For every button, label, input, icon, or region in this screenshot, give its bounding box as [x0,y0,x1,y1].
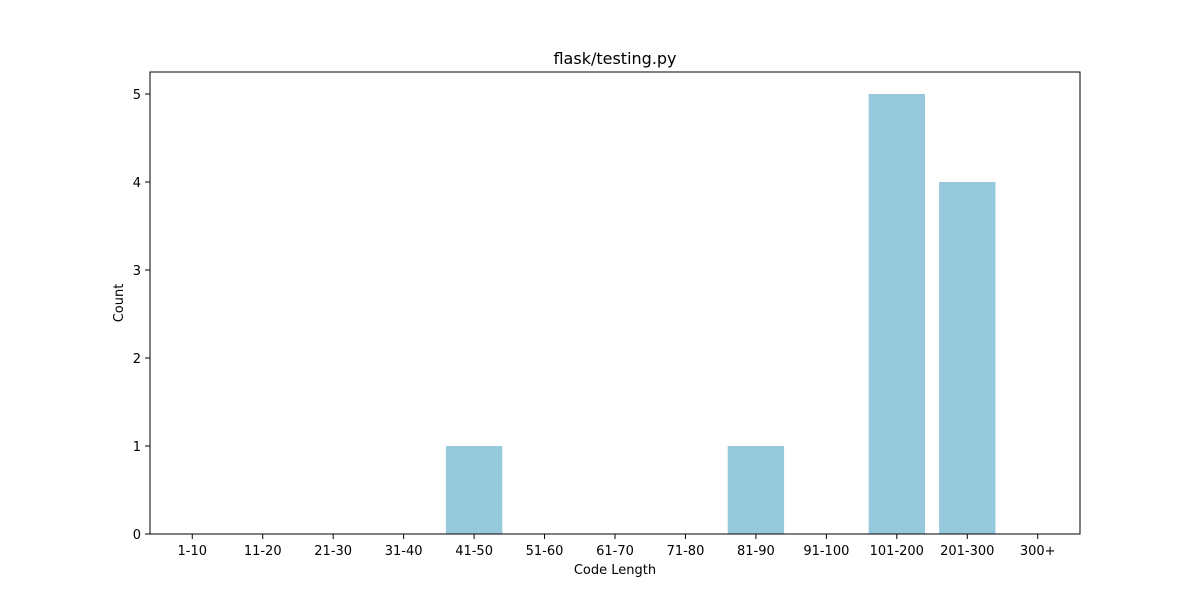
y-axis: 0 1 2 3 4 5 [133,88,150,543]
x-tick-label: 201-300 [940,544,994,559]
chart-title: flask/testing.py [553,49,676,68]
y-tick-label: 2 [133,352,141,367]
bar-41-50 [445,446,503,534]
x-tick-label: 31-40 [385,544,423,559]
x-tick-label: 51-60 [526,544,564,559]
y-tick-label: 4 [133,176,141,191]
x-axis: 1-10 11-20 21-30 31-40 41-50 51-60 61-70 71-80 8… [178,534,1056,559]
x-tick-label: 81-90 [737,544,775,559]
y-tick-label: 3 [133,264,141,279]
x-axis-label: Code Length [574,563,656,578]
bar-101-200 [868,94,925,534]
y-tick-label: 5 [133,88,141,103]
x-tick-label: 91-100 [803,544,849,559]
bar-81-90 [727,446,785,534]
x-tick-label: 61-70 [596,544,634,559]
y-tick-label: 0 [133,528,141,543]
x-tick-label: 11-20 [244,544,282,559]
bar-201-300 [939,182,996,534]
x-tick-label: 71-80 [667,544,705,559]
x-tick-label: 41-50 [455,544,493,559]
y-tick-label: 1 [133,440,141,455]
y-axis-label: Count [112,284,127,323]
bars [445,94,996,534]
x-tick-label: 101-200 [870,544,924,559]
x-tick-label: 1-10 [178,544,208,559]
x-tick-label: 300+ [1020,544,1056,559]
x-tick-label: 21-30 [314,544,352,559]
